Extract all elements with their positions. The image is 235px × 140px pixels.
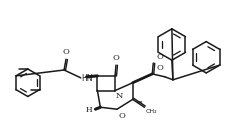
- Text: O: O: [113, 54, 119, 62]
- Text: CH₂: CH₂: [145, 109, 157, 114]
- Text: HN: HN: [82, 74, 93, 83]
- Text: H: H: [86, 106, 93, 114]
- Text: O: O: [156, 53, 163, 61]
- Text: O: O: [63, 48, 70, 56]
- Text: O: O: [119, 112, 126, 120]
- Text: =: =: [137, 99, 142, 105]
- Text: O: O: [156, 64, 163, 73]
- Text: N: N: [116, 92, 123, 100]
